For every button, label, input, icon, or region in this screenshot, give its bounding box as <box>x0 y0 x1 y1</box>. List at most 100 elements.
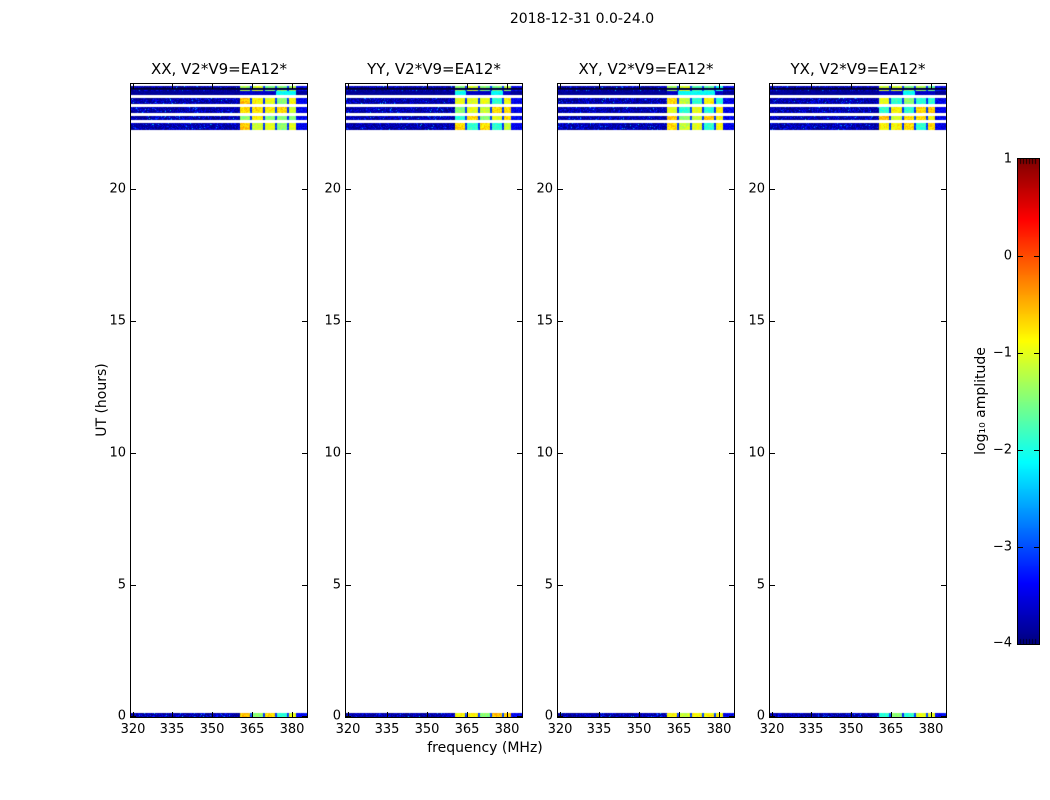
x-tick-label: 365 <box>666 722 692 737</box>
x-tick <box>292 84 293 89</box>
colorbar-tick-label: −1 <box>992 345 1012 361</box>
x-tick <box>212 84 213 89</box>
x-tick <box>931 712 932 717</box>
y-tick-label: 0 <box>544 708 553 724</box>
x-tick <box>851 84 852 89</box>
x-tick-label: 380 <box>918 722 944 737</box>
y-tick-label: 5 <box>756 577 765 593</box>
x-tick <box>348 84 349 89</box>
heatmap-canvas <box>558 84 734 717</box>
x-tick <box>427 712 428 717</box>
x-tick <box>427 84 428 89</box>
y-axis-label: UT (hours) <box>94 363 110 437</box>
y-tick <box>729 716 734 717</box>
colorbar-tick <box>1018 547 1023 548</box>
y-tick <box>770 453 775 454</box>
figure-title: 2018-12-31 0.0-24.0 <box>509 11 655 27</box>
colorbar-tick-label: 0 <box>1003 248 1012 264</box>
x-tick-label: 320 <box>335 722 361 737</box>
y-tick <box>941 716 946 717</box>
colorbar-tick-label: −2 <box>992 442 1012 458</box>
y-tick-label: 0 <box>332 708 341 724</box>
x-tick-label: 320 <box>547 722 573 737</box>
x-tick <box>851 712 852 717</box>
heatmap-canvas <box>770 84 946 717</box>
x-tick <box>772 84 773 89</box>
y-tick <box>517 321 522 322</box>
x-tick-label: 320 <box>120 722 146 737</box>
y-tick <box>729 585 734 586</box>
x-tick <box>679 712 680 717</box>
y-tick <box>302 189 307 190</box>
y-tick-label: 20 <box>748 181 765 197</box>
y-tick <box>729 453 734 454</box>
colorbar-gradient <box>1018 159 1039 644</box>
x-tick <box>133 712 134 717</box>
x-tick <box>891 84 892 89</box>
x-tick <box>133 84 134 89</box>
y-tick-label: 20 <box>536 181 553 197</box>
x-tick <box>507 84 508 89</box>
y-tick-label: 5 <box>117 577 126 593</box>
colorbar-tick <box>1018 450 1023 451</box>
x-tick <box>387 84 388 89</box>
y-tick <box>302 585 307 586</box>
heatmap-canvas <box>131 84 307 717</box>
y-tick <box>131 321 136 322</box>
x-tick <box>639 84 640 89</box>
x-tick <box>507 712 508 717</box>
x-tick <box>719 84 720 89</box>
y-tick-label: 10 <box>536 445 553 461</box>
colorbar-tick-label: 1 <box>1003 151 1012 167</box>
y-tick <box>346 453 351 454</box>
x-tick-label: 365 <box>239 722 265 737</box>
x-tick <box>172 712 173 717</box>
x-tick-label: 350 <box>199 722 225 737</box>
y-tick <box>941 189 946 190</box>
y-tick <box>131 585 136 586</box>
y-tick-label: 5 <box>332 577 341 593</box>
y-tick <box>770 189 775 190</box>
subplot-title-xx: XX, V2*V9=EA12* <box>150 60 288 78</box>
y-tick <box>346 585 351 586</box>
y-tick <box>517 585 522 586</box>
x-tick-label: 335 <box>374 722 400 737</box>
x-tick-label: 365 <box>454 722 480 737</box>
y-tick <box>941 321 946 322</box>
y-tick-label: 0 <box>756 708 765 724</box>
x-tick <box>560 84 561 89</box>
x-tick <box>252 712 253 717</box>
colorbar <box>1017 158 1040 645</box>
x-tick <box>772 712 773 717</box>
x-tick-label: 320 <box>759 722 785 737</box>
x-tick <box>467 712 468 717</box>
colorbar-tick <box>1034 256 1039 257</box>
x-tick <box>348 712 349 717</box>
x-tick <box>292 712 293 717</box>
colorbar-label: log₁₀ amplitude <box>973 347 989 455</box>
y-tick <box>729 321 734 322</box>
x-tick-label: 335 <box>159 722 185 737</box>
x-tick <box>811 712 812 717</box>
x-axis-label: frequency (MHz) <box>427 740 543 756</box>
y-tick-label: 20 <box>324 181 341 197</box>
x-tick <box>212 712 213 717</box>
x-tick <box>811 84 812 89</box>
x-tick-label: 350 <box>626 722 652 737</box>
y-tick <box>558 189 563 190</box>
y-tick-label: 15 <box>536 313 553 329</box>
subplot-title-yy: YY, V2*V9=EA12* <box>367 60 501 78</box>
y-tick <box>346 716 351 717</box>
x-tick <box>719 712 720 717</box>
y-tick-label: 20 <box>109 181 126 197</box>
subplot-xx <box>130 83 308 718</box>
colorbar-tick-label: −3 <box>992 539 1012 555</box>
x-tick <box>891 712 892 717</box>
x-tick-label: 350 <box>414 722 440 737</box>
y-tick <box>302 453 307 454</box>
subplot-yy <box>345 83 523 718</box>
y-tick <box>941 453 946 454</box>
colorbar-tick <box>1018 256 1023 257</box>
y-tick <box>558 321 563 322</box>
